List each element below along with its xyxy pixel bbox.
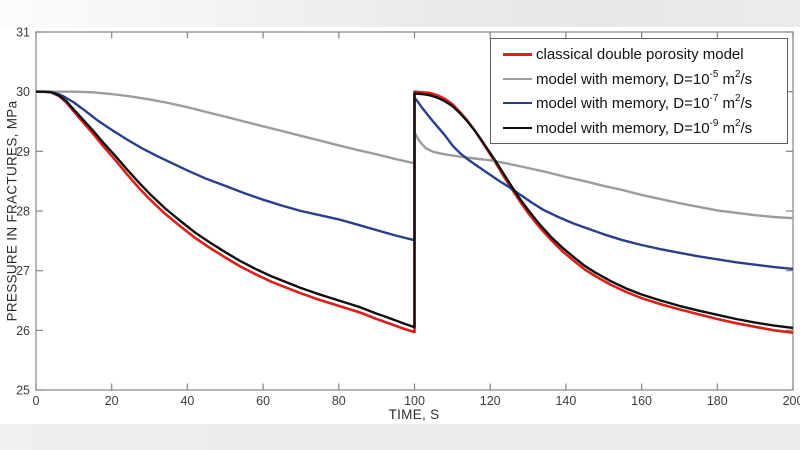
y-tick-label: 28	[16, 205, 30, 219]
legend-item-memory-d9: model with memory, D=10-9 m2/s	[503, 116, 781, 140]
y-tick-label: 31	[16, 26, 30, 40]
x-tick-label: 40	[180, 394, 194, 408]
x-tick-label: 200	[783, 394, 800, 408]
legend-label-memory-d5: model with memory, D=10-5 m2/s	[536, 68, 753, 88]
legend-item-memory-d7: model with memory, D=10-7 m2/s	[503, 91, 781, 115]
top-strip	[0, 0, 800, 27]
y-tick-label: 30	[16, 85, 30, 99]
curve-0	[36, 90, 794, 334]
curve-3	[36, 90, 794, 330]
x-tick-label: 180	[707, 394, 728, 408]
y-tick-label: 29	[16, 145, 30, 159]
legend-item-memory-d5: model with memory, D=10-5 m2/s	[503, 67, 781, 91]
legend-label-classical: classical double porosity model	[536, 45, 744, 63]
y-tick-label: 26	[16, 324, 30, 338]
legend-line-d7-icon	[503, 102, 532, 105]
x-tick-label: 140	[555, 394, 576, 408]
legend-line-d9-icon	[503, 126, 532, 129]
y-tick-label: 27	[16, 264, 30, 278]
legend-box: classical double porosity model model wi…	[490, 38, 788, 144]
x-tick-label: 80	[332, 394, 346, 408]
x-tick-label: 20	[105, 394, 119, 408]
legend-line-classical-icon	[503, 52, 532, 56]
x-axis-title: TIME, S	[388, 407, 440, 422]
x-tick-label: 160	[631, 394, 652, 408]
legend-line-d5-icon	[503, 77, 532, 80]
y-tick-label: 25	[16, 384, 30, 398]
x-tick-label: 60	[256, 394, 270, 408]
legend-label-memory-d9: model with memory, D=10-9 m2/s	[536, 117, 753, 137]
curve-1	[36, 90, 794, 220]
curve-2	[36, 90, 794, 271]
x-tick-label: 0	[33, 394, 40, 408]
y-axis-title: PRESSURE IN FRACTURES, MPa	[4, 100, 20, 322]
bottom-strip	[0, 424, 800, 450]
legend-item-classical: classical double porosity model	[503, 42, 781, 66]
x-tick-label: 100	[404, 394, 425, 408]
x-tick-label: 120	[480, 394, 501, 408]
legend-label-memory-d7: model with memory, D=10-7 m2/s	[536, 93, 753, 113]
